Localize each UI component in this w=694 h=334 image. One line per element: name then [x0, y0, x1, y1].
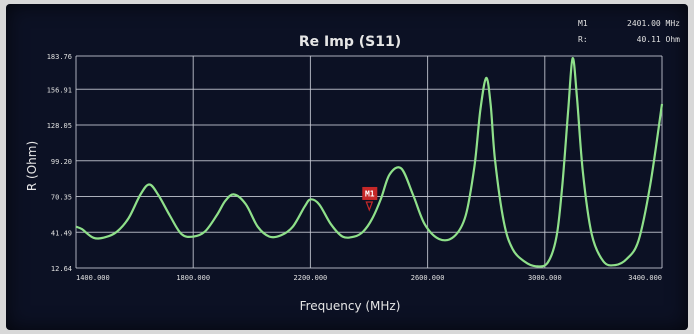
grid-lines — [75, 55, 663, 269]
chart-title: Re Imp (S11) — [299, 34, 401, 50]
marker-group: M1 — [362, 186, 378, 212]
y-tick-label: 99.20 — [51, 158, 72, 166]
x-tick-label: 2200.000 — [294, 274, 328, 282]
marker-readout-label: M1 — [578, 19, 588, 28]
marker-readout-r-value: 40.11 Ohm — [637, 35, 681, 44]
analyzer-screen: Re Imp (S11) M1 2401.00 MHz R: 40.11 Ohm… — [6, 4, 688, 330]
x-tick-label: 3400.000 — [628, 274, 662, 282]
y-tick-label: 41.49 — [51, 229, 72, 237]
x-axis-label: Frequency (MHz) — [300, 299, 401, 313]
y-axis-label: R (Ohm) — [25, 141, 39, 191]
trace-group — [75, 57, 664, 268]
x-tick-label: 3000.000 — [528, 274, 562, 282]
y-tick-label: 12.64 — [51, 265, 72, 273]
marker-readout-r-label: R: — [578, 35, 588, 44]
y-tick-label: 183.76 — [47, 53, 72, 61]
y-tick-label: 156.91 — [47, 86, 72, 94]
trace-line-0 — [75, 57, 664, 268]
y-tick-labels: 12.64 41.49 70.35 99.20 128.05 156.91 183.76 — [47, 53, 72, 273]
y-tick-label: 128.05 — [47, 122, 72, 130]
marker-triangle — [365, 201, 374, 212]
marker-readout-frequency: 2401.00 MHz — [627, 19, 680, 28]
x-tick-label: 2600.000 — [411, 274, 445, 282]
y-tick-label: 70.35 — [51, 194, 72, 202]
x-tick-label: 1800.000 — [176, 274, 210, 282]
marker-label: M1 — [365, 189, 375, 198]
x-tick-labels: 1400.000 1800.000 2200.000 2600.000 3000.000… — [76, 274, 662, 282]
impedance-chart: Re Imp (S11) M1 2401.00 MHz R: 40.11 Ohm… — [25, 19, 681, 313]
marker-flag — [362, 186, 378, 200]
x-tick-label: 1400.000 — [76, 274, 110, 282]
